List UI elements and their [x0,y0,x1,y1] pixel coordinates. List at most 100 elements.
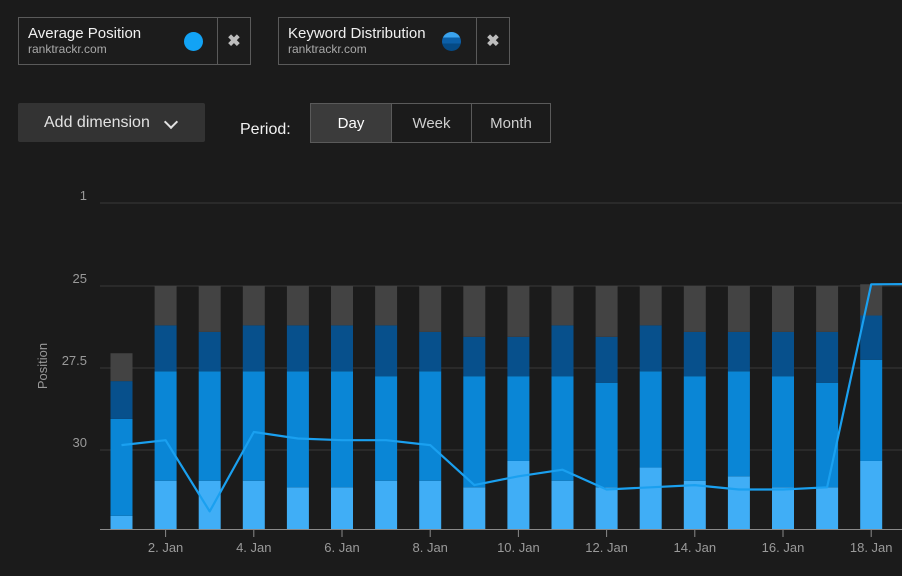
bar-segment-gray [154,286,177,326]
x-tick-label: 8. Jan [412,540,447,555]
period-label: Period: [240,121,291,138]
remove-average-position-close-icon[interactable]: ✖ [217,18,250,64]
bar-segment-gray [331,286,353,326]
bar-segment-light [154,480,177,529]
bar-segment-mid [331,371,353,488]
bar-segment-dark [772,331,794,377]
bar-segment-gray [463,286,486,337]
bar-segment-gray [683,286,706,332]
bar-segment-gray [286,286,309,326]
bar-segment-dark [286,325,309,372]
stacked-dot-icon [442,32,461,51]
average-position-filter[interactable]: Average Position ranktrackr.com ✖ [18,17,251,65]
bar-segment-dark [727,331,750,372]
bar-segment-mid [727,371,750,477]
x-tick-label: 12. Jan [585,540,628,555]
keyword-distribution-filter[interactable]: Keyword Distribution ranktrackr.com ✖ [278,17,510,65]
bar-segment-dark [242,325,265,372]
bar-segment-light [507,460,530,529]
bar-segment-light [772,487,794,529]
bar-segment-mid [772,376,794,488]
bar-segment-gray [595,286,618,337]
bar-segment-light [110,515,133,529]
bar-segment-light [419,480,442,529]
bar-segment-light [639,467,662,529]
bar-segment-mid [375,376,398,481]
bar-segment-mid [110,418,133,516]
x-tick-label: 6. Jan [324,540,359,555]
bar-segment-mid [860,359,883,461]
y-tick-label: 27.5 [62,353,87,368]
period-selector[interactable]: Day Week Month [310,103,551,143]
bar-segment-dark [419,331,442,372]
bar-segment-dark [463,336,486,377]
bar-segment-gray [551,286,574,326]
y-axis-title: Position [35,343,50,389]
bar-segment-mid [286,371,309,488]
bar-segment-light [375,480,398,529]
bar-segment-gray [772,286,794,332]
bar-segment-gray [507,286,530,337]
bar-segment-dark [375,325,398,377]
bar-segment-gray [110,353,133,382]
y-tick-label: 30 [73,435,87,450]
add-dimension-label: Add dimension [44,114,150,131]
filter-title: Keyword Distribution [288,25,426,42]
bar-segment-gray [375,286,398,326]
period-day-button[interactable]: Day [311,104,391,142]
bar-segment-dark [595,336,618,383]
bar-segment-dark [507,336,530,377]
bar-segment-light [816,487,839,529]
y-tick-label: 25 [73,271,87,286]
bar-segment-dark [110,381,133,419]
bar-segment-dark [198,331,221,372]
bar-segment-mid [816,382,839,488]
bar-segment-dark [551,325,574,377]
x-tick-label: 14. Jan [673,540,716,555]
bar-segment-mid [419,371,442,481]
bar-segment-mid [463,376,486,488]
bar-segment-light [286,487,309,529]
bar-segment-mid [507,376,530,461]
bar-segment-light [331,487,353,529]
bar-segment-light [551,480,574,529]
x-tick-label: 10. Jan [497,540,540,555]
x-tick-label: 18. Jan [850,540,893,555]
blue-dot-icon [184,32,203,51]
period-week-button[interactable]: Week [391,104,471,142]
bar-segment-dark [331,325,353,372]
remove-keyword-distribution-close-icon[interactable]: ✖ [476,18,509,64]
bar-segment-mid [198,371,221,481]
add-dimension-button[interactable]: Add dimension [18,103,205,142]
bar-segment-gray [198,286,221,332]
bar-segment-light [595,487,618,529]
bar-segment-dark [154,325,177,372]
y-tick-label: 1 [80,188,87,203]
bar-segment-light [683,480,706,529]
x-tick-label: 4. Jan [236,540,271,555]
bar-segment-mid [595,382,618,488]
bar-segment-dark [683,331,706,377]
bar-segment-gray [419,286,442,332]
bar-segment-dark [816,331,839,383]
bar-segment-light [727,476,750,529]
bar-segment-mid [154,371,177,481]
x-tick-label: 2. Jan [148,540,183,555]
bar-segment-mid [242,371,265,481]
bar-segment-dark [860,315,883,360]
bar-segment-mid [639,371,662,468]
period-month-button[interactable]: Month [471,104,550,142]
bar-segment-light [860,460,883,529]
bar-segment-gray [639,285,662,326]
bar-segment-gray [727,286,750,332]
bar-segment-gray [242,286,265,326]
bar-segment-gray [816,286,839,332]
bar-segment-mid [683,376,706,481]
bar-segment-dark [639,325,662,372]
bar-segment-light [242,480,265,529]
bar-segment-light [198,480,221,529]
average-position-line [121,283,902,513]
x-tick-label: 16. Jan [762,540,805,555]
filter-subtitle: ranktrackr.com [288,42,367,56]
